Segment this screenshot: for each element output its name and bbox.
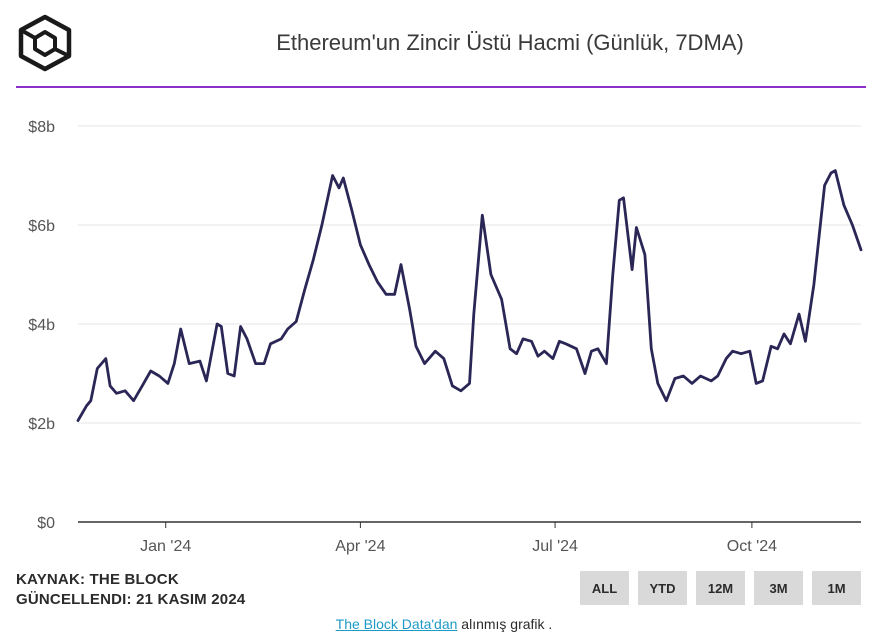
y-tick-label: $8b	[28, 119, 55, 136]
title-divider	[16, 86, 866, 88]
y-tick-label: $6b	[28, 218, 55, 235]
range-buttons: ALL YTD 12M 3M 1M	[580, 571, 861, 605]
y-tick-label: $4b	[28, 317, 55, 334]
the-block-logo-icon	[16, 14, 74, 72]
x-tick-label: Oct '24	[727, 538, 777, 555]
range-all-button[interactable]: ALL	[580, 571, 629, 605]
range-3m-button[interactable]: 3M	[754, 571, 803, 605]
the-block-data-link[interactable]: The Block Data'dan	[335, 616, 458, 632]
source-label: KAYNAK: THE BLOCK	[16, 571, 179, 588]
range-12m-button[interactable]: 12M	[696, 571, 745, 605]
chart-title: Ethereum'un Zincir Üstü Hacmi (Günlük, 7…	[276, 30, 744, 55]
x-tick-label: Jul '24	[532, 538, 578, 555]
y-tick-label: $2b	[28, 416, 55, 433]
chart-credit: The Block Data'dan alınmış grafik .	[0, 616, 888, 632]
x-tick-label: Jan '24	[140, 538, 191, 555]
range-ytd-button[interactable]: YTD	[638, 571, 687, 605]
source-block: KAYNAK: THE BLOCK GÜNCELLENDI: 21 KASIM …	[16, 570, 245, 610]
updated-label: GÜNCELLENDI: 21 KASIM 2024	[16, 591, 246, 608]
y-tick-label: $0	[37, 515, 55, 532]
credit-text: alınmış grafik .	[457, 616, 553, 632]
x-tick-label: Apr '24	[335, 538, 385, 555]
series-line	[76, 169, 863, 422]
range-1m-button[interactable]: 1M	[812, 571, 861, 605]
line-chart: $0 $2b $4b $6b $8b Jan '24 Apr '24 Jul '24 Oct '…	[28, 119, 863, 555]
